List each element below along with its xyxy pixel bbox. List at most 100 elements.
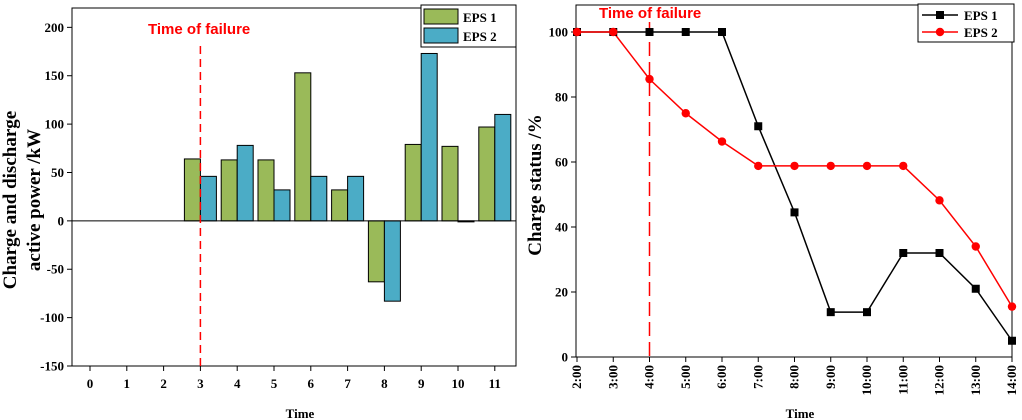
point-eps2-4:00 (645, 74, 654, 84)
right-x-ticks: 2:00 3:00 4:00 5:00 6:00 7:00 8:00 9:00 10:00 11:… (569, 357, 1019, 395)
left-legend: EPS 1 EPS 2 (420, 4, 517, 48)
left-x-tick-label: 1 (124, 376, 131, 391)
left-plot-frame (71, 7, 517, 367)
right-x-tick-label: 14:00 (1004, 365, 1019, 395)
right-legend: EPS 1 EPS 2 (917, 3, 1015, 43)
right-y-axis-label: Charge status /% (525, 114, 546, 255)
left-y-axis-label-line2: active power /kW (24, 129, 45, 271)
right-x-tick-label: 5:00 (678, 365, 693, 389)
left-y-tick-label: 0 (58, 213, 65, 228)
right-y-tick-label: 60 (555, 155, 568, 170)
point-eps2-9:00 (826, 161, 835, 171)
point-eps2-14:00 (1007, 302, 1017, 311)
left-y-tick-label: -150 (40, 359, 64, 374)
right-x-tick-label: 6:00 (714, 365, 729, 389)
right-x-tick-label: 4:00 (642, 365, 657, 389)
right-x-tick-label: 3:00 (605, 365, 620, 389)
bar-eps2-8 (383, 220, 401, 302)
right-y-ticks: 0 20 40 60 80 100 (549, 25, 576, 365)
point-eps2-12:00 (935, 196, 944, 205)
bar-eps2-6 (310, 175, 328, 222)
right-failure-annotation: Time of failure (599, 5, 701, 22)
point-eps1-6:00 (718, 28, 726, 36)
right-y-tick-label: 0 (562, 350, 569, 365)
bar-eps1-3 (183, 158, 201, 222)
left-bar-chart: -150 -100 -50 0 50 100 150 200 0 1 2 3 4 5 6 7 8 9 10 11 T… (0, 4, 517, 420)
right-legend-label-eps1: EPS 1 (964, 8, 998, 23)
left-y-tick-label: 100 (45, 117, 65, 132)
line-eps1 (577, 31, 1013, 342)
left-legend-label-eps1: EPS 1 (463, 10, 497, 25)
bar-eps2-5 (273, 189, 291, 222)
bar-eps2-4 (236, 144, 254, 222)
point-eps1-7:00 (754, 122, 763, 131)
right-x-tick-label: 11:00 (895, 365, 910, 395)
left-x-tick-label: 0 (87, 376, 94, 391)
right-legend-marker-eps1 (936, 11, 944, 19)
point-eps2-10:00 (862, 161, 872, 171)
left-x-tick-label: 8 (381, 376, 388, 391)
left-x-tick-label: 3 (197, 376, 204, 391)
point-eps1-9:00 (826, 308, 835, 317)
point-eps1-12:00 (935, 249, 944, 257)
bar-eps1-4 (220, 159, 238, 222)
right-plot-frame (575, 4, 1013, 358)
left-y-tick-label: 50 (51, 165, 64, 180)
bar-eps1-9 (404, 143, 422, 222)
left-y-tick-label: 150 (45, 68, 65, 83)
point-eps2-3:00 (609, 27, 618, 37)
right-x-tick-label: 7:00 (750, 365, 765, 389)
right-x-tick-label: 10:00 (859, 365, 874, 395)
right-x-tick-label: 8:00 (787, 365, 802, 389)
bar-eps2-3 (199, 175, 217, 222)
left-x-tick-label: 7 (344, 376, 351, 391)
right-y-tick-label: 80 (555, 90, 568, 105)
left-x-tick-label: 11 (489, 376, 501, 391)
right-x-tick-label: 13:00 (968, 365, 983, 395)
left-y-axis-label: Charge and discharge active power /kW (0, 111, 45, 289)
left-y-axis-label-line1: Charge and discharge (0, 111, 21, 289)
point-eps2-7:00 (754, 161, 763, 171)
left-legend-swatch-eps2 (423, 27, 459, 44)
bar-eps2-9 (420, 52, 438, 222)
bar-eps1-7 (331, 189, 349, 222)
bar-eps1-5 (257, 159, 275, 222)
point-eps1-4:00 (645, 28, 654, 36)
point-eps1-11:00 (899, 249, 908, 257)
right-series (572, 27, 1017, 345)
bar-eps1-6 (294, 72, 312, 222)
right-y-tick-label: 100 (549, 25, 569, 40)
left-y-tick-label: -100 (40, 310, 64, 325)
right-legend-label-eps2: EPS 2 (964, 25, 998, 40)
point-eps1-8:00 (790, 208, 799, 217)
left-x-tick-label: 6 (308, 376, 315, 391)
bar-eps1-11 (478, 126, 496, 222)
left-failure-annotation: Time of failure (148, 21, 250, 38)
bar-eps2-7 (347, 175, 365, 222)
point-eps1-14:00 (1008, 336, 1016, 345)
point-eps2-11:00 (899, 161, 908, 171)
right-x-tick-label: 12:00 (932, 365, 947, 395)
left-x-axis-label: Time (286, 406, 315, 420)
bar-eps2-11 (494, 113, 512, 222)
point-eps1-5:00 (681, 28, 690, 36)
right-y-tick-label: 20 (555, 285, 568, 300)
left-y-ticks: -150 -100 -50 0 50 100 150 200 (40, 20, 72, 374)
left-bars (183, 52, 512, 302)
point-eps2-6:00 (717, 137, 727, 146)
left-legend-swatch-eps1 (423, 8, 459, 25)
point-eps2-5:00 (681, 109, 690, 118)
right-legend-frame (917, 3, 1015, 43)
right-x-tick-label: 9:00 (823, 365, 838, 389)
left-x-tick-label: 2 (160, 376, 167, 391)
left-x-tick-label: 9 (418, 376, 425, 391)
left-y-tick-label: -50 (47, 262, 64, 277)
point-eps1-13:00 (971, 284, 980, 293)
left-x-ticks: 0 1 2 3 4 5 6 7 8 9 10 11 (87, 366, 501, 391)
bar-eps1-8 (367, 220, 385, 283)
bar-eps1-10 (441, 145, 459, 222)
point-eps1-10:00 (863, 308, 871, 317)
right-line-chart: 0 20 40 60 80 100 2:00 3:00 4:00 5:00 6:00 7:00 8:0… (525, 3, 1019, 420)
right-x-axis-label: Time (786, 406, 815, 420)
